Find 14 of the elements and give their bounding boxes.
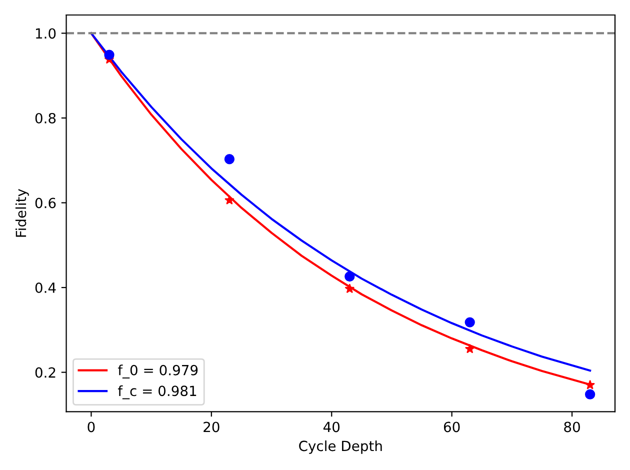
x-tick-label: 0 (88, 422, 95, 432)
y-tick-label: 1.0 (36, 28, 56, 39)
y-tick-label: 0.6 (35, 198, 56, 208)
x-tick-label: 60 (444, 422, 460, 432)
x-tick-label: 20 (204, 422, 220, 432)
legend-label: f_0 = 0.979 (118, 364, 198, 378)
x-axis-title: Cycle Depth (299, 440, 382, 454)
x-tick-label: 80 (564, 422, 580, 432)
x-tick-label: 40 (323, 422, 340, 432)
y-tick-label: 0.8 (35, 112, 56, 124)
legend-label: f_c = 0.981 (118, 385, 196, 400)
y-axis-title: Fidelity (15, 188, 29, 237)
y-tick-label: 0.4 (35, 282, 56, 294)
y-tick-label: 0.2 (35, 367, 56, 378)
